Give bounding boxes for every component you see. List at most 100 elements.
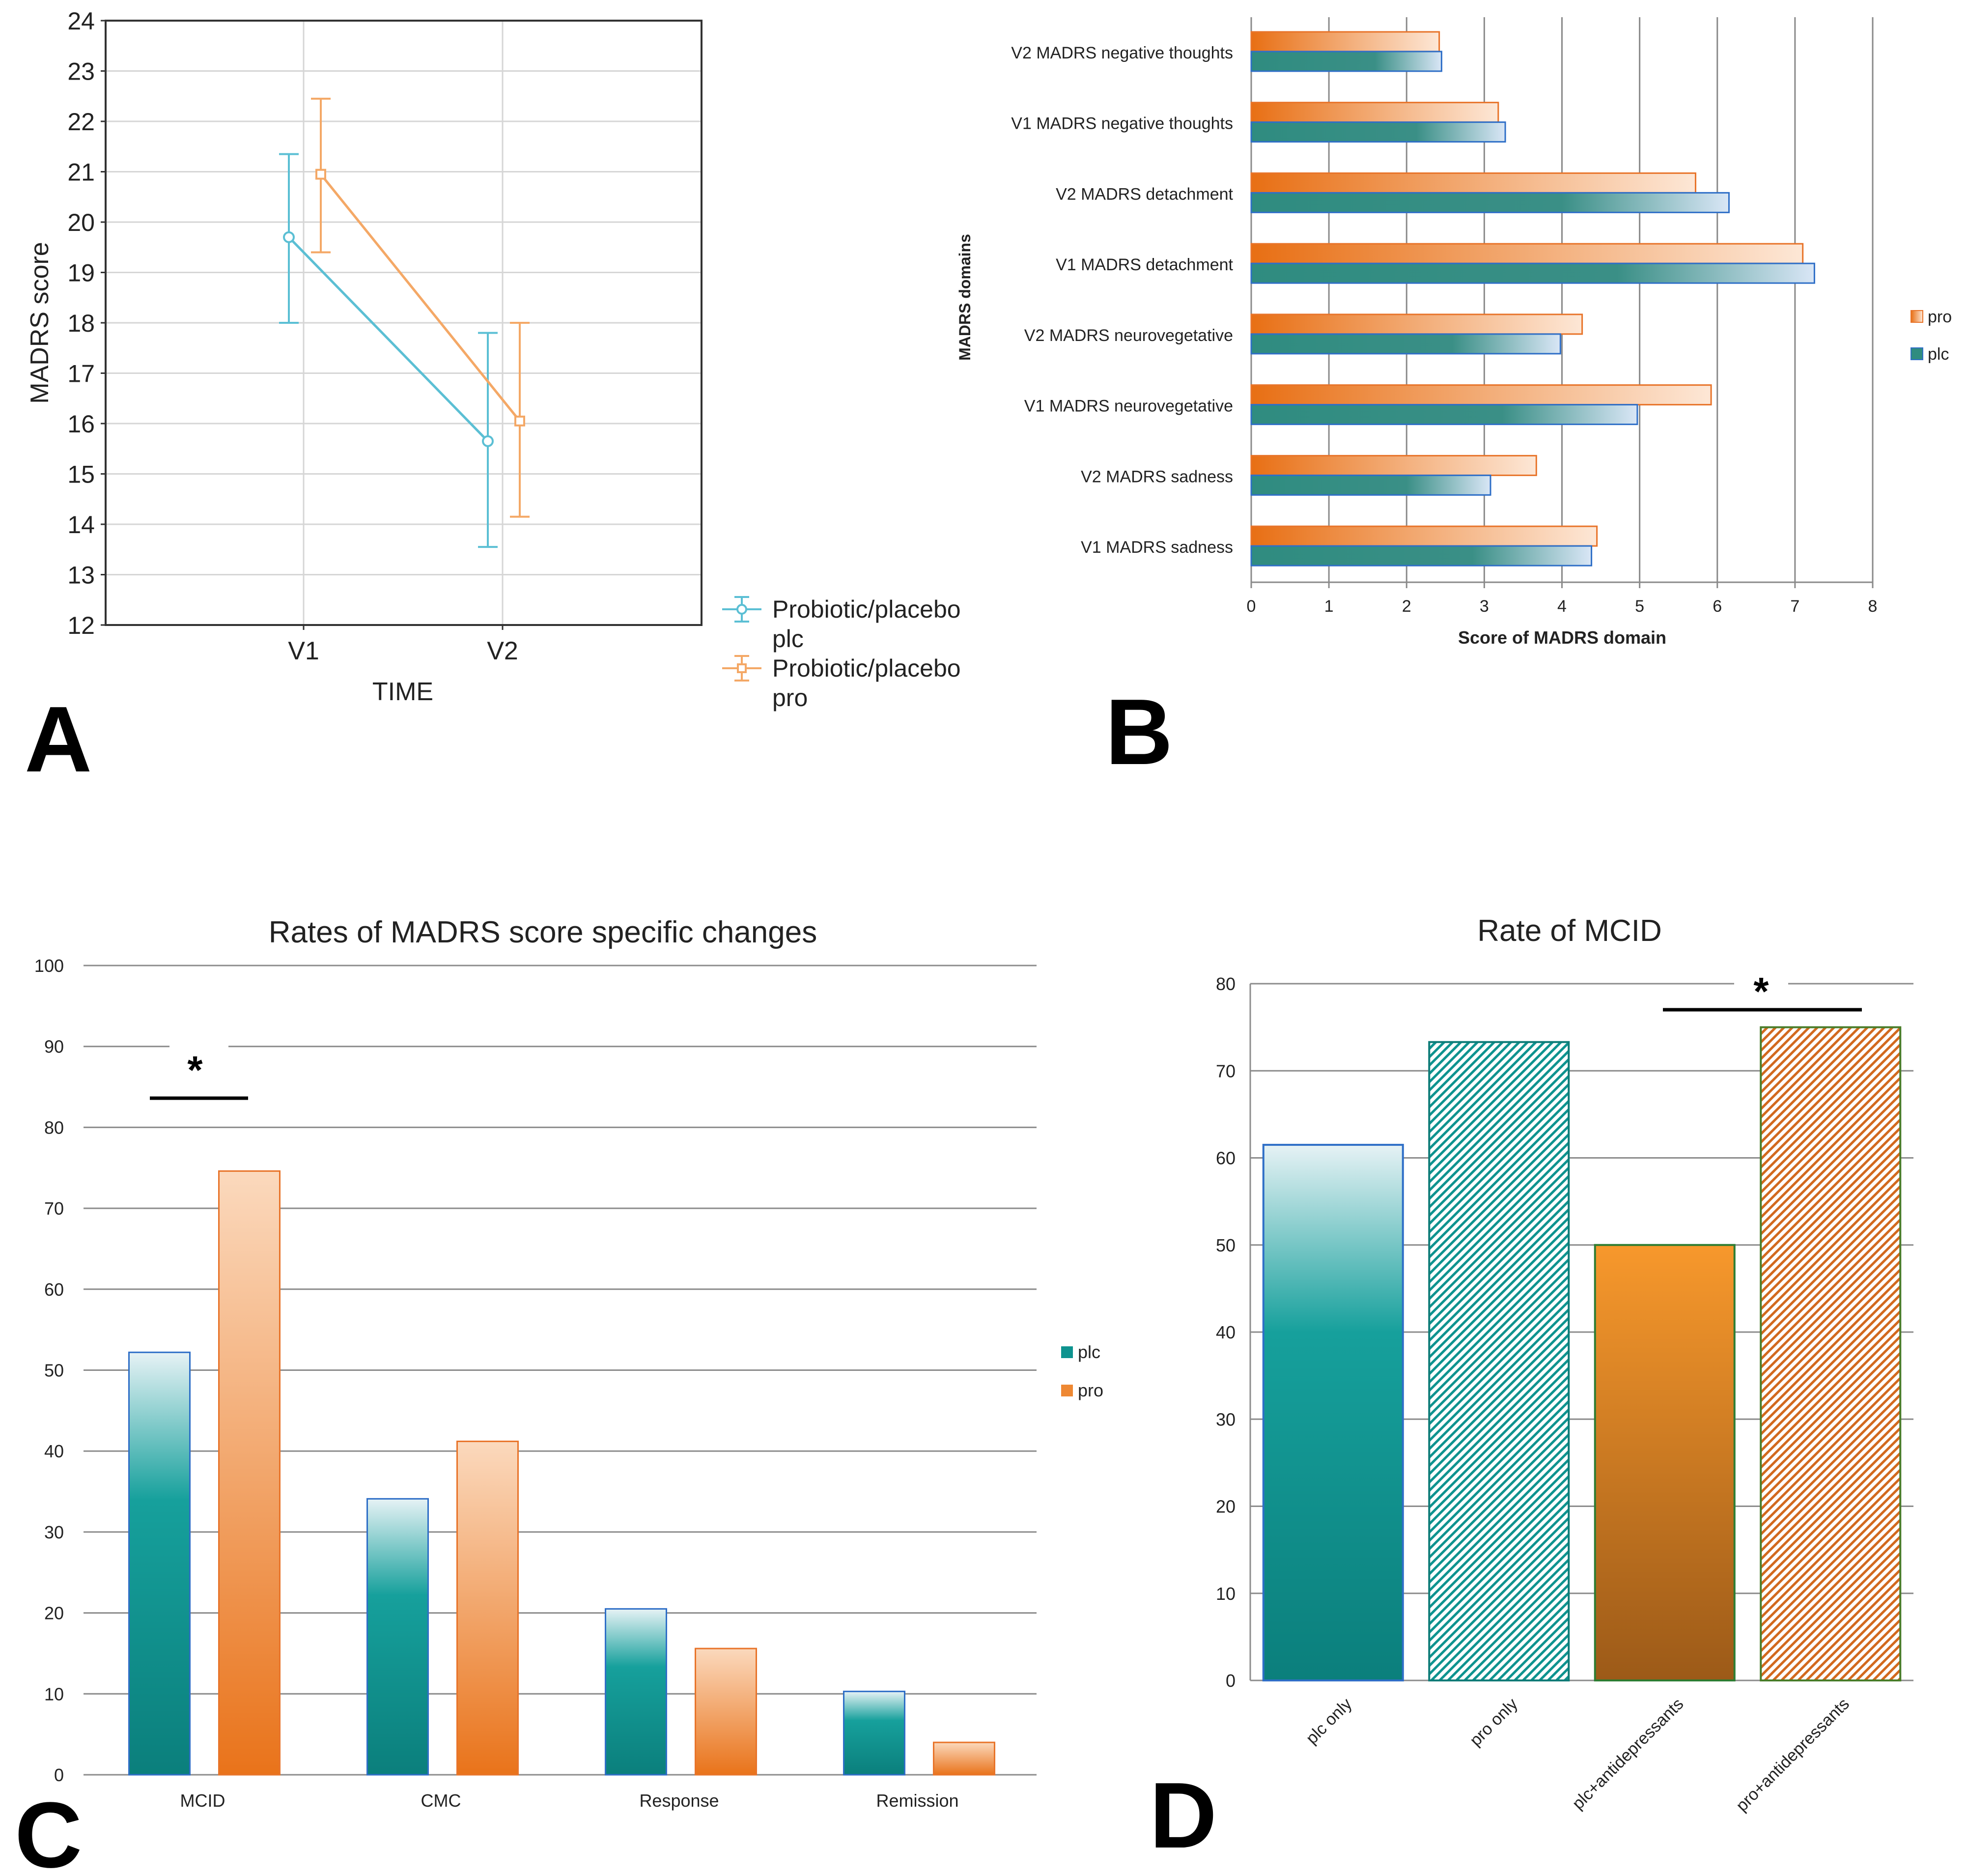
- y-tick-label: 100: [34, 956, 64, 976]
- y-tick-label: 30: [1216, 1409, 1236, 1429]
- x-tick-label: pro only: [1466, 1695, 1521, 1750]
- y-tick-label: 10: [44, 1684, 64, 1704]
- x-tick-label: 4: [1557, 597, 1567, 616]
- y-tick-label: 80: [1216, 974, 1236, 994]
- legend-label-plc: plc: [1078, 1342, 1100, 1362]
- panel-b: 0 1 2 3 4 5 6 7 8 Score of MADRS domain MADRS doma…: [956, 17, 1952, 648]
- bar-plc: [1250, 333, 1561, 355]
- legend-label-plc: plc: [1928, 345, 1949, 364]
- significance-star: *: [1753, 969, 1769, 1013]
- y-tick-label: 50: [1216, 1235, 1236, 1255]
- bar-plc: [1250, 192, 1730, 213]
- legend-label-group: pro: [772, 684, 808, 711]
- category-label: V1 MADRS negative thoughts: [1011, 114, 1233, 133]
- bar-pro: [933, 1741, 995, 1776]
- x-tick-label: Remission: [876, 1791, 958, 1811]
- panel-letter-c: C: [15, 1783, 82, 1876]
- y-tick-label: 40: [1216, 1322, 1236, 1342]
- y-tick-label: 14: [67, 511, 95, 539]
- bar-plc: [1250, 121, 1506, 143]
- y-tick-label: 0: [54, 1765, 64, 1785]
- data-point-pro: [315, 169, 326, 180]
- chart-title: Rate of MCID: [1477, 914, 1662, 948]
- x-tick-label: 1: [1324, 597, 1334, 616]
- legend-label: Probiotic/placebo: [772, 654, 961, 682]
- category-label: V2 MADRS neurovegetative: [1024, 326, 1233, 345]
- plot-frame: [105, 20, 702, 626]
- legend-label-group: plc: [772, 625, 804, 653]
- y-axis-title: MADRS domains: [956, 234, 974, 361]
- category-label: V1 MADRS sadness: [1081, 538, 1233, 557]
- bar-plc: [366, 1498, 429, 1776]
- bar-pro: [1250, 313, 1583, 335]
- category-label: V2 MADRS negative thoughts: [1011, 44, 1233, 62]
- significance-mask: [1734, 978, 1788, 993]
- x-tick-label: Response: [639, 1791, 719, 1811]
- bar-pro: [1250, 102, 1499, 123]
- y-tick-label: 12: [67, 612, 95, 639]
- y-tick-label: 80: [44, 1117, 64, 1137]
- panel-letter-a: A: [25, 687, 92, 792]
- bar-plc: [1250, 404, 1638, 426]
- x-tick-label: MCID: [180, 1791, 225, 1811]
- legend-label-pro: pro: [1078, 1380, 1103, 1400]
- significance-mask: [169, 1032, 228, 1048]
- category-label: V2 MADRS detachment: [1056, 185, 1233, 203]
- bar-pro: [1250, 384, 1712, 406]
- x-tick-label: plc+antidepressants: [1569, 1695, 1687, 1813]
- bar-plc: [1250, 51, 1442, 72]
- y-tick-label: 15: [67, 461, 95, 488]
- x-tick-label: V2: [487, 637, 518, 665]
- y-tick-label: 40: [44, 1441, 64, 1461]
- y-tick-label: 10: [1216, 1584, 1236, 1604]
- bar-pro: [218, 1170, 281, 1776]
- panel-letter-b: B: [1105, 680, 1173, 784]
- x-tick-label: 2: [1402, 597, 1411, 616]
- x-tick-label: pro+antidepressants: [1733, 1695, 1853, 1815]
- y-tick-label: 24: [67, 7, 95, 35]
- y-tick-label: 19: [67, 259, 95, 287]
- legend-swatch-pro: [1911, 310, 1923, 323]
- y-tick-label: 20: [44, 1603, 64, 1623]
- y-tick-label: 21: [67, 159, 95, 186]
- panel-d: Rate of MCID 0 10 20 30 40 50 60 70 80 plc only pro…: [1216, 914, 1913, 1815]
- chart-title: Rates of MADRS score specific changes: [269, 915, 817, 949]
- legend-swatch-plc: [1911, 347, 1923, 360]
- bar-plc: [605, 1608, 667, 1776]
- y-tick-label: 60: [1216, 1148, 1236, 1168]
- y-tick-label: 50: [44, 1361, 64, 1381]
- y-tick-label: 13: [67, 562, 95, 589]
- legend-label-pro: pro: [1928, 308, 1952, 326]
- legend-marker: [737, 663, 747, 673]
- panel-c: Rates of MADRS score specific changes 0 10…: [34, 915, 1103, 1811]
- y-tick-label: 70: [44, 1198, 64, 1219]
- bar-pro: [1250, 243, 1804, 264]
- bar-pro-antidepressants: [1760, 1026, 1902, 1681]
- bar-pro: [1250, 31, 1440, 53]
- x-tick-label: 8: [1868, 597, 1878, 616]
- bar-pro: [456, 1440, 519, 1776]
- x-tick-label: CMC: [421, 1791, 461, 1811]
- series-line-plc: [288, 236, 489, 442]
- y-tick-label: 70: [1216, 1061, 1236, 1081]
- bar-pro-only: [1428, 1041, 1570, 1682]
- x-tick-label: 0: [1247, 597, 1256, 616]
- y-axis-title: MADRS score: [26, 242, 54, 403]
- legend-swatch-pro: [1061, 1385, 1073, 1396]
- bar-pro: [695, 1648, 757, 1776]
- data-point-pro: [514, 415, 525, 426]
- panel-letter-d: D: [1150, 1763, 1217, 1868]
- bar-pro: [1250, 455, 1537, 476]
- bar-plc: [128, 1351, 191, 1776]
- y-tick-label: 17: [67, 360, 95, 388]
- category-label: V2 MADRS sadness: [1081, 467, 1233, 486]
- data-point-plc: [283, 231, 295, 243]
- y-tick-label: 60: [44, 1279, 64, 1300]
- y-tick-label: 20: [67, 209, 95, 236]
- y-tick-label: 30: [44, 1522, 64, 1542]
- panel-a: 12 13 14 15 16 17 18 19 20 21 22 23 24 V1 V2 TIME MADRS …: [26, 7, 961, 711]
- data-point-plc: [482, 435, 494, 447]
- y-tick-label: 23: [67, 58, 95, 85]
- category-label: V1 MADRS neurovegetative: [1024, 397, 1233, 416]
